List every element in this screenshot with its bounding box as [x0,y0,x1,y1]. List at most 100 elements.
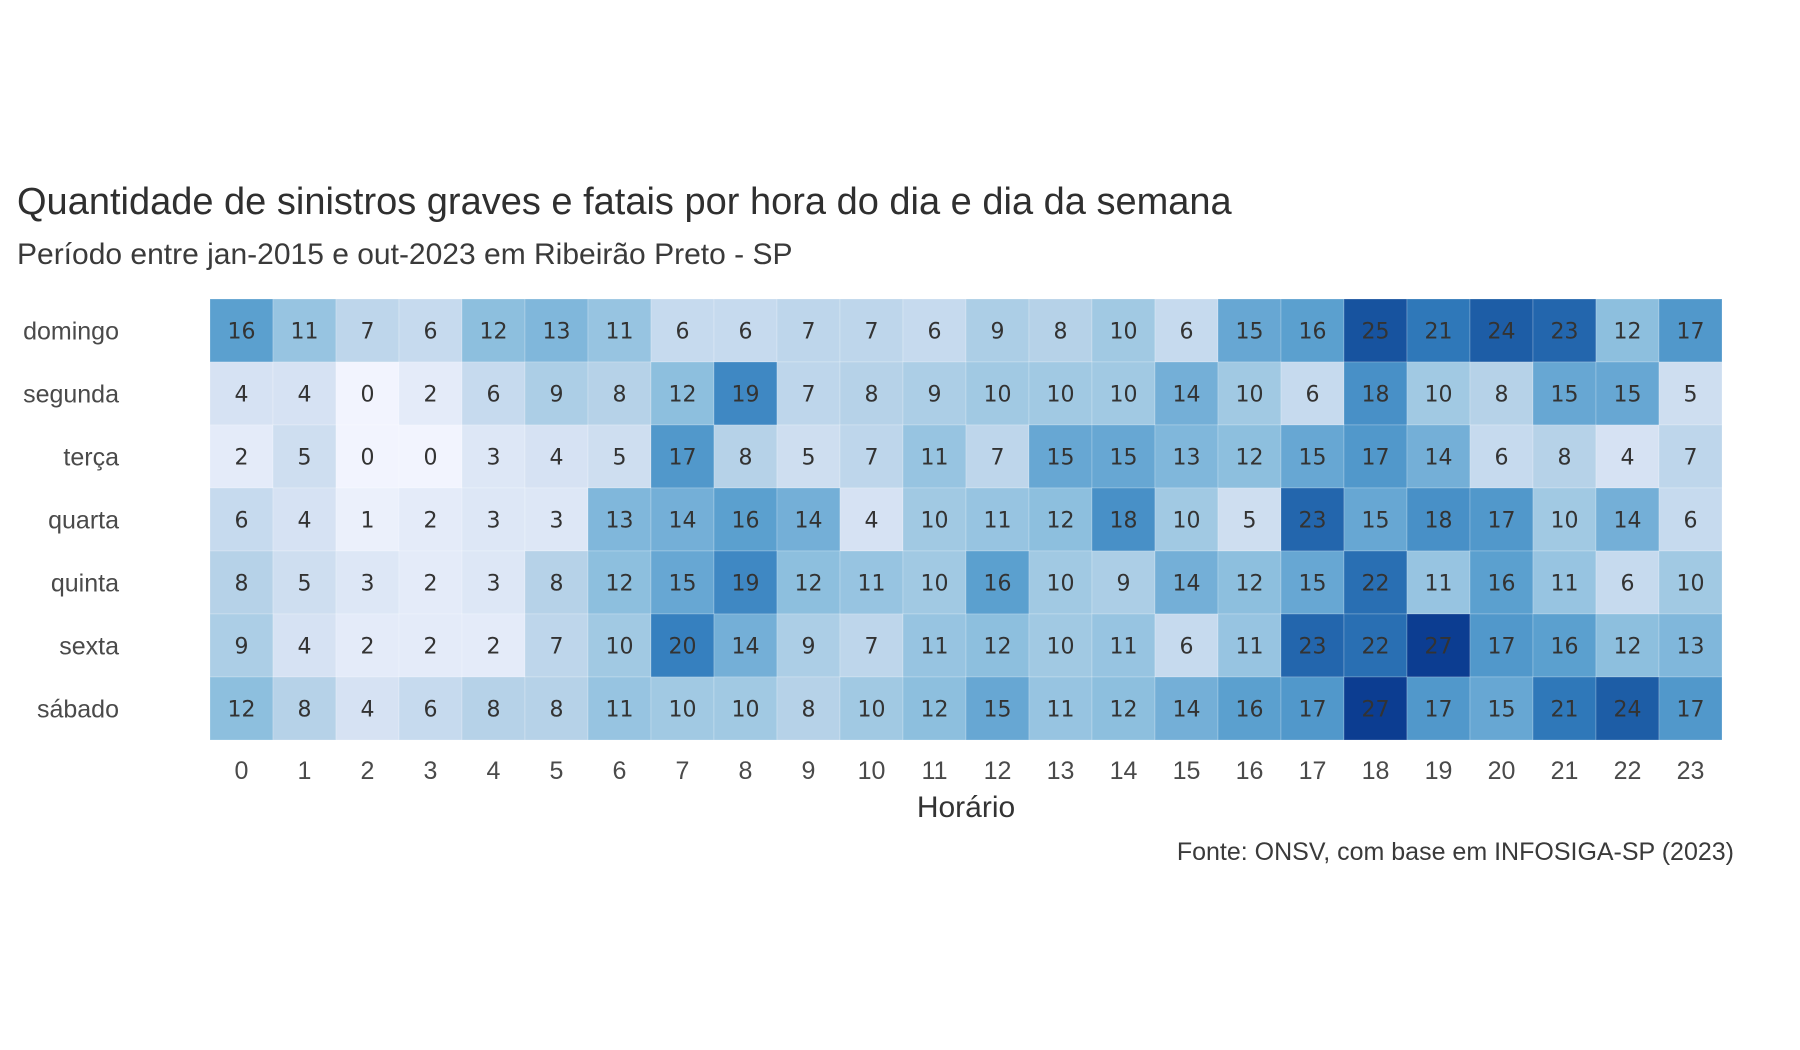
heatmap-cell [1406,298,1471,363]
heatmap-cell-label: 16 [984,572,1012,597]
heatmap-cell [713,361,778,426]
heatmap-cell [713,676,778,741]
heatmap-cell-label: 10 [1110,383,1138,408]
heatmap-cell [335,361,400,426]
heatmap-cell-label: 11 [1425,572,1453,597]
heatmap-cell [839,550,904,615]
heatmap-cell-label: 14 [1425,446,1453,471]
heatmap-cell-label: 4 [865,509,879,534]
heatmap-cell [335,676,400,741]
heatmap-cell-label: 16 [1551,635,1579,660]
heatmap-cell-label: 4 [1621,446,1635,471]
heatmap-cell-label: 15 [1299,446,1327,471]
heatmap-cell [398,613,463,678]
heatmap-cell [587,298,652,363]
heatmap-cell [965,676,1030,741]
heatmap-cell [398,424,463,489]
x-axis-tick-labels: 0 1 2 3 4 5 6 7 8 9 10 11 12 13 14 15 16 17 18 19 20 21 22 23 [235,757,1705,785]
heatmap-cell-label: 6 [1306,383,1320,408]
heatmap-cell [650,676,715,741]
x-tick-label: 7 [676,757,690,785]
heatmap-cell [1280,424,1345,489]
heatmap-cell [1343,613,1408,678]
heatmap-cell-label: 19 [732,383,760,408]
chart-subtitle: Período entre jan-2015 e out-2023 em Rib… [17,238,793,271]
heatmap-cell [587,613,652,678]
heatmap-cell [902,424,967,489]
heatmap-cell-label: 11 [858,572,886,597]
heatmap-cell [1343,550,1408,615]
heatmap-cell [1595,613,1660,678]
heatmap-cell [1595,361,1660,426]
heatmap-cell-label: 18 [1362,383,1390,408]
y-tick-label: quinta [51,570,119,598]
heatmap-cell-label: 17 [1362,446,1390,471]
x-tick-label: 4 [487,757,501,785]
heatmap-cell [1028,361,1093,426]
heatmap-cell [272,424,337,489]
heatmap-cell [650,361,715,426]
heatmap-cell [335,298,400,363]
x-tick-label: 8 [739,757,753,785]
heatmap-cell [1658,487,1723,552]
heatmap-cell [1469,676,1534,741]
heatmap-cell-label: 10 [1173,509,1201,534]
heatmap-cell-label: 8 [613,383,627,408]
heatmap-cell-label: 7 [550,635,564,660]
y-tick-label: domingo [23,318,119,346]
heatmap-cell-label: 11 [1236,635,1264,660]
heatmap-cell [398,487,463,552]
heatmap-cell [1280,361,1345,426]
heatmap-cell-label: 5 [613,446,627,471]
heatmap-cell-label: 14 [1173,383,1201,408]
heatmap-cell [839,676,904,741]
heatmap-cell [1154,424,1219,489]
heatmap-cell [587,487,652,552]
heatmap-cell [209,361,274,426]
x-axis-title: Horário [917,791,1015,824]
heatmap-cell-label: 10 [606,635,634,660]
heatmap-cell-label: 25 [1362,320,1390,345]
heatmap-cell-label: 27 [1362,698,1390,723]
heatmap-cell [1658,550,1723,615]
heatmap-cell [1217,676,1282,741]
heatmap-cell [1406,550,1471,615]
heatmap-cell-label: 6 [424,320,438,345]
heatmap-cell [902,676,967,741]
heatmap-cell-label: 4 [550,446,564,471]
heatmap-cell-label: 12 [921,698,949,723]
heatmap-cell [524,298,589,363]
x-tick-label: 3 [424,757,438,785]
heatmap-cell-label: 13 [543,320,571,345]
heatmap-cell [1469,298,1534,363]
x-tick-label: 2 [361,757,375,785]
heatmap-cell [1280,613,1345,678]
x-tick-label: 14 [1110,757,1138,785]
heatmap-cell-label: 3 [361,572,375,597]
heatmap-cell [1658,361,1723,426]
heatmap-cell-label: 5 [1684,383,1698,408]
heatmap-cell-label: 9 [928,383,942,408]
heatmap-cell [1469,361,1534,426]
heatmap-cell-label: 2 [487,635,501,660]
x-tick-label: 18 [1362,757,1390,785]
heatmap-cell [839,361,904,426]
heatmap-cell [839,613,904,678]
heatmap-cell-label: 15 [1110,446,1138,471]
heatmap-cell-label: 23 [1299,509,1327,534]
heatmap-cell [902,613,967,678]
heatmap-cell-label: 15 [1236,320,1264,345]
heatmap-cell-label: 15 [669,572,697,597]
heatmap-cell [461,487,526,552]
heatmap-cell [272,613,337,678]
heatmap-cell-label: 16 [1236,698,1264,723]
heatmap-cell [1091,613,1156,678]
heatmap-cell-label: 6 [424,698,438,723]
heatmap-cell [272,361,337,426]
heatmap-cell [335,613,400,678]
heatmap-cell [965,361,1030,426]
heatmap-cell-label: 0 [361,383,375,408]
y-tick-label: sábado [37,696,119,724]
heatmap-cell [524,424,589,489]
